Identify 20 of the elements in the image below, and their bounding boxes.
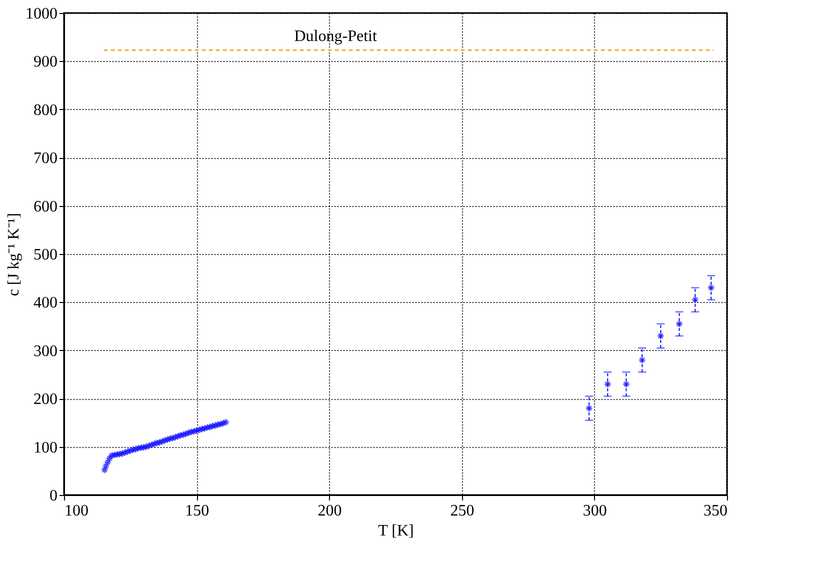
x-axis-title: T [K] — [378, 522, 414, 540]
y-tick-label: 1000 — [26, 6, 58, 22]
y-tick-label: 900 — [34, 54, 58, 71]
y-tick-label: 700 — [34, 150, 58, 168]
x-tick-label: 200 — [318, 502, 342, 520]
y-tick-label: 0 — [50, 488, 58, 504]
x-tick-label: 100 — [64, 502, 88, 520]
y-axis-title: c [J kg⁻¹ K⁻¹] — [6, 212, 22, 296]
x-tick-label: 300 — [582, 502, 607, 520]
y-tick-label: 500 — [34, 246, 58, 264]
y-tick-label: 600 — [34, 198, 58, 216]
y-tick-label: 400 — [34, 294, 58, 312]
y-tick-label: 800 — [34, 102, 58, 119]
y-tick-label: 200 — [34, 391, 58, 408]
y-tick-label: 300 — [34, 342, 58, 360]
x-tick-label: 350 — [704, 502, 728, 520]
y-tick-label: 100 — [34, 439, 58, 456]
x-tick-label: 250 — [450, 502, 474, 520]
x-tick-label: 150 — [185, 502, 210, 520]
series-label: Dulong-Petit — [294, 28, 378, 46]
